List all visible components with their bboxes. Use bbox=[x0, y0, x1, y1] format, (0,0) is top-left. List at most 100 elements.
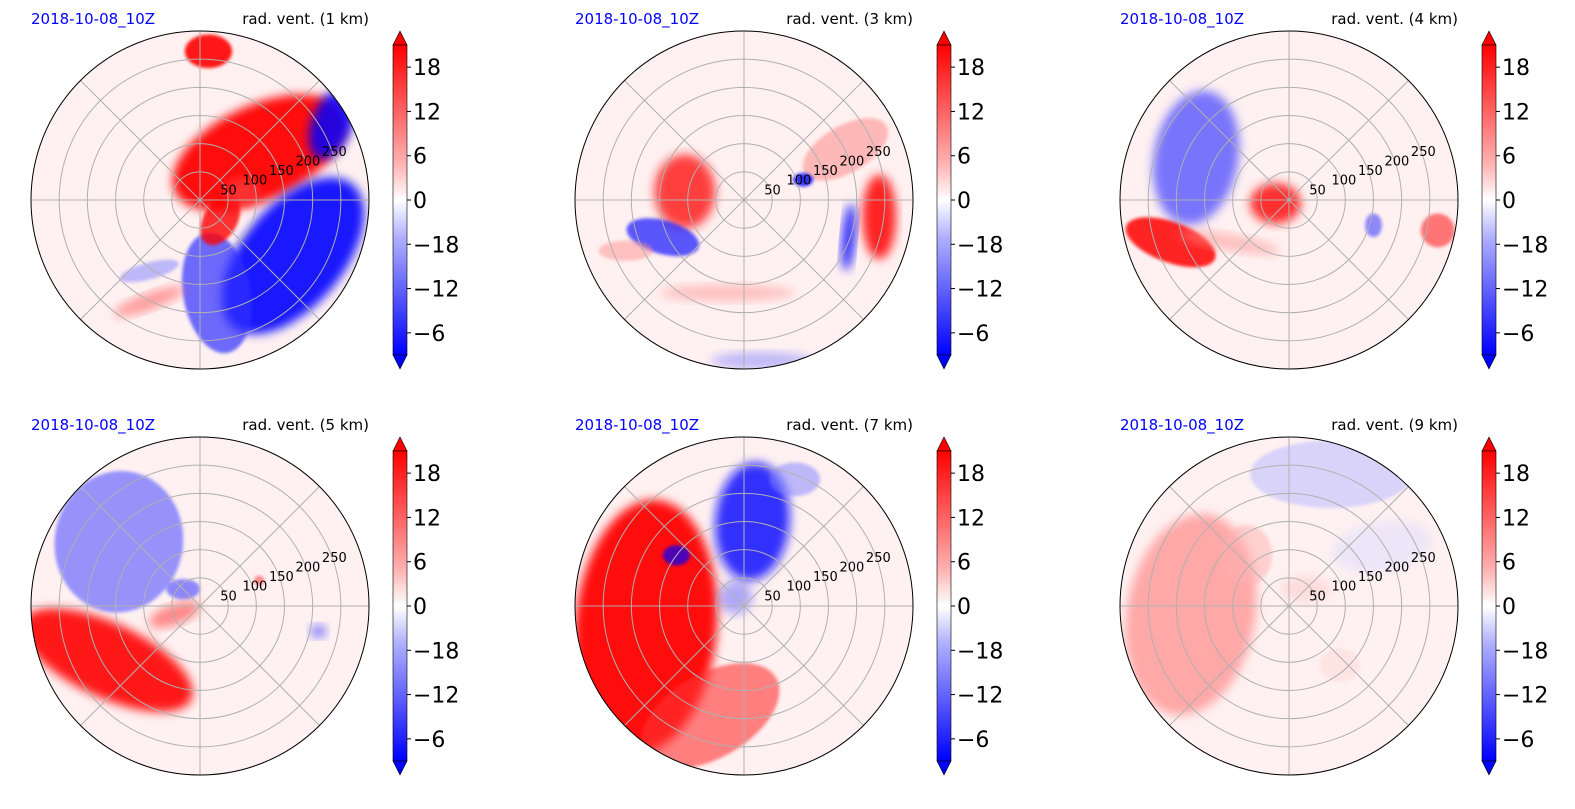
radial-tick-label: 50 bbox=[764, 183, 781, 198]
grid-spoke bbox=[1169, 80, 1290, 201]
panel-date: 2018-10-08_10Z bbox=[31, 10, 155, 29]
radial-tick-label: 250 bbox=[322, 551, 347, 566]
colorbar-tick-label: 12 bbox=[413, 506, 441, 531]
velocity-blob bbox=[841, 203, 857, 271]
grid-spoke bbox=[1169, 605, 1290, 726]
velocity-blob bbox=[254, 575, 265, 586]
colorbar-extend-top bbox=[1481, 436, 1497, 452]
panel-title: rad. vent. (1 km) bbox=[242, 10, 369, 28]
polar-grid bbox=[1120, 437, 1458, 775]
colorbar-extend-bottom bbox=[936, 354, 952, 370]
radial-tick-label: 100 bbox=[787, 580, 812, 595]
velocity-blob bbox=[181, 232, 252, 354]
polar-border bbox=[30, 30, 370, 370]
velocity-blob bbox=[769, 462, 821, 497]
velocity-blob bbox=[654, 154, 716, 229]
colorbar-tick-label: 12 bbox=[1502, 100, 1530, 125]
panel-title: rad. vent. (4 km) bbox=[1331, 10, 1458, 28]
velocity-blob bbox=[1125, 217, 1216, 268]
grid-spoke bbox=[1169, 199, 1290, 320]
colorbar-tick-label: 18 bbox=[957, 462, 985, 487]
polar-border bbox=[30, 436, 370, 776]
radial-tick-label: 200 bbox=[1384, 154, 1409, 169]
grid-spoke bbox=[743, 486, 864, 607]
colorbar-extend-top bbox=[392, 30, 408, 46]
velocity-blob bbox=[1250, 183, 1301, 224]
velocity-blob bbox=[1331, 520, 1433, 574]
velocity-blob bbox=[1420, 213, 1455, 248]
velocity-blob bbox=[31, 608, 193, 712]
colorbar-tick-label: 0 bbox=[957, 189, 971, 214]
polar-grid bbox=[31, 437, 369, 775]
grid-spoke bbox=[1288, 199, 1409, 320]
velocity-blob bbox=[1365, 213, 1382, 238]
panel-date: 2018-10-08_10Z bbox=[1120, 10, 1244, 29]
radial-tick-label: 50 bbox=[1309, 589, 1326, 604]
panel-title: rad. vent. (5 km) bbox=[242, 416, 369, 434]
colorbar-tick-label: 12 bbox=[413, 100, 441, 125]
radial-tick-label: 100 bbox=[243, 580, 268, 595]
grid-spoke bbox=[1288, 605, 1409, 726]
grid-spoke bbox=[199, 605, 320, 726]
colorbar-tick-label: 18 bbox=[1502, 462, 1530, 487]
colorbar: 18 12 6 0 −18 −12 −6 bbox=[936, 30, 1003, 370]
colorbar-tick-label: 12 bbox=[957, 506, 985, 531]
polar-grid bbox=[575, 437, 913, 775]
colorbar-tick-label: −6 bbox=[1502, 728, 1534, 753]
colorbar-tick-label: 12 bbox=[1502, 506, 1530, 531]
velocity-field bbox=[1125, 90, 1455, 268]
radial-tick-label: 50 bbox=[220, 183, 237, 198]
colorbar-tick-label: 6 bbox=[413, 551, 427, 576]
colorbar-extend-bottom bbox=[936, 760, 952, 776]
polar-grid bbox=[1120, 31, 1458, 369]
velocity-blob bbox=[225, 178, 260, 206]
polar-border bbox=[574, 30, 914, 370]
colorbar-body bbox=[936, 450, 952, 762]
radial-tick-label: 200 bbox=[1384, 560, 1409, 575]
grid-spoke bbox=[743, 199, 864, 320]
polar-border bbox=[574, 436, 914, 776]
colorbar-tick-label: −18 bbox=[1502, 233, 1548, 258]
radial-tick-label: 50 bbox=[1309, 183, 1326, 198]
velocity-blob bbox=[659, 284, 795, 302]
colorbar: 18 12 6 0 −18 −12 −6 bbox=[1481, 436, 1548, 776]
radial-tick-label: 50 bbox=[764, 589, 781, 604]
colorbar-extend-top bbox=[936, 436, 952, 452]
colorbar-tick-label: −12 bbox=[413, 684, 459, 709]
radial-tick-label: 150 bbox=[813, 164, 838, 179]
colorbar-tick-label: −18 bbox=[957, 639, 1003, 664]
velocity-blob bbox=[1152, 90, 1240, 225]
radial-tick-label: 250 bbox=[322, 145, 347, 160]
colorbar-body bbox=[1481, 450, 1497, 762]
velocity-blob bbox=[172, 94, 346, 211]
grid-spoke bbox=[624, 605, 745, 726]
colorbar-tick-label: −12 bbox=[957, 684, 1003, 709]
colorbar-tick-label: 0 bbox=[1502, 595, 1516, 620]
colorbar-body bbox=[1481, 44, 1497, 356]
colorbar-tick-label: 0 bbox=[957, 595, 971, 620]
grid-spoke bbox=[80, 80, 201, 201]
colorbar-tick-label: −6 bbox=[957, 728, 989, 753]
radial-tick-label: 200 bbox=[839, 560, 864, 575]
panel-title: rad. vent. (9 km) bbox=[1331, 416, 1458, 434]
polar-border bbox=[1119, 436, 1459, 776]
velocity-blob bbox=[114, 286, 185, 317]
colorbar-tick-label: −6 bbox=[1502, 322, 1534, 347]
polar-border bbox=[1119, 30, 1459, 370]
radial-tick-label: 200 bbox=[839, 154, 864, 169]
velocity-blob bbox=[221, 177, 365, 335]
radial-tick-label: 150 bbox=[1358, 164, 1383, 179]
velocity-blob bbox=[119, 259, 179, 283]
polar-grid bbox=[31, 31, 369, 369]
radial-tick-label: 250 bbox=[866, 145, 891, 160]
grid-spoke bbox=[743, 605, 864, 726]
grid-spoke bbox=[624, 80, 745, 201]
grid-spoke bbox=[80, 605, 201, 726]
grid-spoke bbox=[80, 199, 201, 320]
colorbar: 18 12 6 0 −18 −12 −6 bbox=[392, 436, 459, 776]
